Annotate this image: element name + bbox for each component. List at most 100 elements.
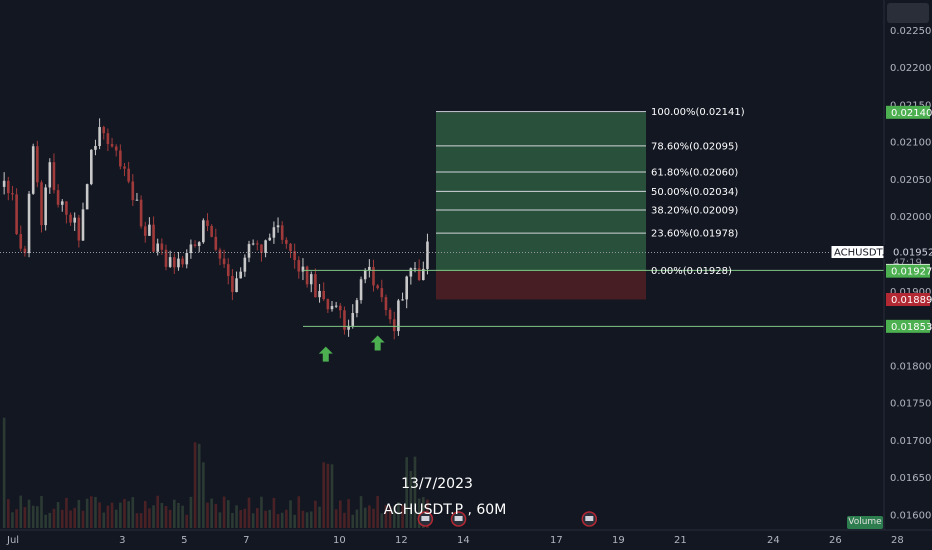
price-tag: 0.01927 (886, 264, 932, 278)
volume-bar (214, 504, 218, 528)
candle-body (90, 149, 93, 185)
candle-body (160, 243, 164, 250)
candle-body (94, 146, 97, 150)
candle-body (347, 325, 350, 330)
volume-bar (330, 464, 334, 528)
volume-tag: Volume (847, 516, 883, 529)
candle-body (251, 243, 255, 245)
candle-body (106, 133, 110, 145)
candle-body (231, 276, 234, 293)
volume-bar (15, 509, 18, 528)
time-tick-label: 28 (891, 535, 904, 546)
loss-zone[interactable] (436, 271, 646, 300)
volume-bar (413, 456, 417, 528)
price-tag: 0.01889 (886, 292, 932, 306)
volume-bar (222, 496, 226, 528)
candle-body (77, 217, 81, 241)
volume-bar (347, 499, 350, 528)
volume-bar (168, 509, 172, 528)
volume-bar (69, 510, 72, 528)
price-tick-label: 0.01750 (890, 399, 931, 410)
volume-bar (243, 508, 247, 528)
volume-bar (2, 417, 6, 528)
candle-body (81, 209, 85, 241)
time-tick-label: 7 (243, 535, 249, 546)
volume-bar (11, 512, 14, 528)
volume-bar (343, 512, 346, 528)
fibonacci-retracement[interactable]: 100.00%(0.02141) 78.60%(0.02095) 61.80%(0.… (303, 107, 884, 277)
volume-bar (36, 506, 39, 528)
time-tick-label: 3 (119, 535, 125, 546)
event-icons[interactable] (417, 511, 598, 527)
event-flag-icon[interactable] (581, 511, 598, 527)
volume-bar (363, 507, 367, 528)
candle-body (114, 146, 118, 151)
candle-body (36, 146, 39, 183)
price-tag: 0.01853 (886, 319, 932, 333)
volume-bar (235, 505, 238, 528)
fib-level-label: 50.00%(0.02034) (651, 187, 738, 198)
volume-bar (106, 505, 110, 528)
volume-bar (409, 470, 413, 528)
volume-bar (405, 457, 408, 528)
volume-bar (102, 512, 106, 528)
long-position-tool[interactable] (436, 112, 646, 300)
volume-bar (309, 511, 313, 528)
candle-body (243, 257, 247, 272)
volume-bar (110, 502, 114, 528)
candle-body (359, 279, 363, 301)
fib-level-label: 23.60%(0.01978) (651, 229, 738, 240)
arrow-up-icon[interactable] (370, 335, 385, 351)
event-flag-icon[interactable] (450, 511, 467, 527)
volume-bar (181, 505, 184, 528)
candle-body (380, 288, 384, 298)
volume-bar (392, 505, 396, 528)
candle-body (268, 237, 272, 241)
candle-body (392, 319, 396, 332)
candle-body (339, 305, 342, 311)
time-tick-label: 19 (612, 535, 625, 546)
candle-body (289, 243, 292, 252)
candle-body (148, 224, 151, 236)
volume-bar (98, 502, 101, 528)
volume-bar (85, 498, 89, 528)
arrow-markers[interactable] (318, 335, 385, 362)
candle-body (417, 268, 421, 281)
volume-bar (152, 505, 155, 528)
candle-body (44, 187, 47, 226)
arrow-up-icon[interactable] (318, 346, 333, 362)
candle-body (210, 225, 213, 237)
candle-body (326, 299, 330, 310)
volume-bar (127, 501, 130, 528)
candle-body (197, 242, 201, 246)
candle-body (135, 199, 139, 201)
volume-bar (289, 500, 292, 528)
price-tick-label: 0.02100 (890, 138, 931, 149)
volume-bar (355, 509, 359, 528)
candle-body (226, 264, 230, 277)
volume-bar (48, 512, 52, 528)
candle-body (318, 290, 321, 298)
svg-text:0.01853: 0.01853 (891, 322, 932, 333)
price-tick-label: 0.01600 (890, 511, 931, 522)
volume-bar (193, 442, 197, 528)
volume-bar (160, 502, 164, 528)
volume-bar (417, 498, 421, 528)
volume-bar (239, 510, 242, 528)
volume-bar (31, 505, 35, 528)
candle-body (11, 193, 14, 195)
price-tick-label: 0.01700 (890, 436, 931, 447)
candle-body (388, 309, 392, 320)
volume-bar (77, 499, 81, 528)
event-flag-icon[interactable] (417, 511, 434, 527)
price-tick-label: 0.02050 (890, 175, 931, 186)
candle-body (322, 290, 325, 300)
candle-body (330, 306, 334, 310)
time-axis[interactable]: Jul 3 5 7 10 12 14 17 19 21 24 26 28 (6, 535, 904, 546)
candle-body (177, 258, 180, 268)
candle-body (181, 258, 184, 265)
candle-body (56, 190, 60, 205)
candle-body (85, 184, 89, 210)
volume-bar (322, 462, 325, 528)
